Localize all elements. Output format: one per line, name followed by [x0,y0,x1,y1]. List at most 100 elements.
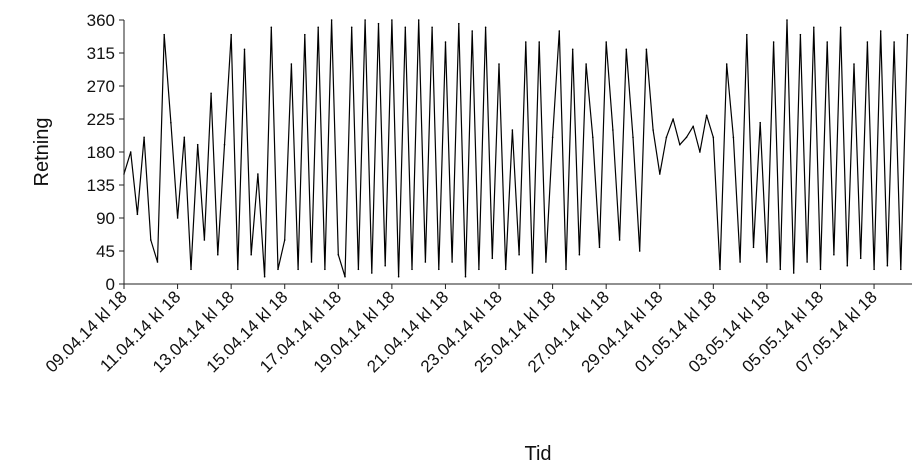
data-point [498,63,500,65]
data-point [129,151,132,153]
data-point [484,26,487,29]
data-point [725,63,728,65]
data-point [344,275,346,278]
data-point [371,272,373,274]
data-point [746,33,748,36]
data-point [685,136,688,139]
data-point [237,268,239,271]
data-point [478,268,480,271]
data-point [846,264,849,267]
plot-area [123,19,909,278]
data-point [444,41,447,43]
data-point [652,129,654,131]
data-point [511,129,514,131]
data-point [772,41,775,43]
x-axis-label: Tid [524,443,551,465]
data-point [243,48,246,51]
data-point [290,63,293,65]
data-point [665,136,668,139]
data-point [377,22,380,25]
data-point [163,33,165,36]
data-point [632,136,634,139]
data-point [250,253,252,256]
data-point [404,26,407,29]
data-point [464,275,467,278]
y-axis-label: Retning [31,118,53,187]
data-point [859,257,862,260]
data-point [170,121,172,124]
data-point [879,30,882,32]
data-point [625,48,628,51]
data-point [813,26,815,29]
data-point [531,272,534,274]
data-point [826,41,828,43]
data-point [833,253,835,256]
data-point [471,30,474,32]
y-tick-label: 360 [87,11,115,30]
data-point [364,19,366,21]
data-point [839,26,842,29]
data-point [277,268,279,271]
data-point [518,253,520,256]
data-point [451,261,453,263]
data-point [578,253,581,256]
data-point [350,26,353,29]
data-point [491,257,494,260]
data-point [411,268,413,271]
data-point [598,246,601,249]
data-point [304,33,306,36]
data-point [873,268,875,271]
data-point [692,125,694,128]
y-tick-label: 225 [87,110,115,129]
data-point [866,41,869,43]
data-point [605,41,607,43]
y-ticks: 0 45 90 135 180 225 270 315 360 [87,11,124,294]
data-point [592,136,594,139]
data-point [853,63,855,65]
data-point [792,272,795,274]
series-line [123,19,909,278]
data-point [752,246,755,249]
data-point [458,22,460,25]
data-point [431,26,433,29]
y-tick-label: 315 [87,44,115,63]
data-point [659,173,661,175]
data-point [384,264,387,267]
data-point [645,48,648,51]
y-tick-label: 270 [87,77,115,96]
data-point [317,26,320,29]
data-point [310,261,313,263]
data-point [759,121,761,124]
data-point [612,129,614,131]
data-point [263,275,266,278]
data-point [504,268,507,271]
data-point [337,253,340,256]
data-point [391,19,393,21]
data-point [424,261,427,263]
y-tick-label: 90 [96,209,115,228]
data-point [705,114,708,117]
y-tick-label: 0 [106,275,115,294]
data-point [545,261,547,263]
data-point [558,30,561,32]
data-point [357,268,360,271]
data-point [210,92,212,95]
data-point [183,136,186,139]
data-point [551,136,554,139]
data-point [638,250,641,252]
data-point [618,239,621,241]
data-point [196,143,199,146]
data-point [283,239,286,241]
data-point [786,19,788,21]
data-point [699,151,701,153]
data-point [571,48,574,51]
data-point [906,33,909,36]
data-point [330,19,333,21]
data-point [136,213,139,216]
data-point [438,268,440,271]
data-point [176,217,179,219]
data-point [819,268,822,271]
